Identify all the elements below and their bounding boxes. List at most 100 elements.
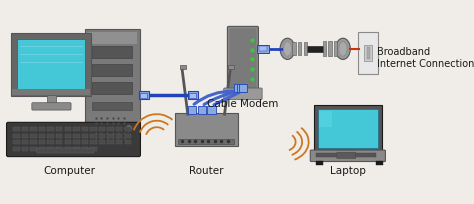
Bar — [30, 141, 37, 145]
Text: Router: Router — [189, 165, 223, 175]
Bar — [108, 134, 114, 138]
Bar — [87, 32, 137, 45]
Text: Broadband
Internet Connection: Broadband Internet Connection — [377, 47, 474, 69]
FancyBboxPatch shape — [228, 27, 258, 99]
Bar — [90, 141, 97, 145]
Bar — [234, 84, 243, 93]
Bar — [198, 106, 206, 115]
Bar — [237, 84, 245, 93]
Ellipse shape — [283, 42, 292, 57]
Bar — [56, 141, 63, 145]
Bar — [47, 147, 54, 151]
Bar — [73, 141, 80, 145]
Bar — [319, 111, 331, 128]
Bar — [64, 128, 71, 132]
Ellipse shape — [280, 39, 295, 60]
Bar — [99, 134, 105, 138]
Bar — [30, 134, 37, 138]
FancyBboxPatch shape — [310, 150, 385, 162]
Bar — [13, 147, 19, 151]
Bar — [376, 161, 383, 165]
Bar — [82, 141, 88, 145]
Bar — [239, 84, 247, 93]
Bar — [64, 147, 71, 151]
Bar — [13, 141, 19, 145]
Bar — [73, 134, 80, 138]
FancyBboxPatch shape — [314, 106, 382, 152]
Bar — [228, 66, 234, 70]
Bar — [140, 93, 147, 98]
Bar — [22, 141, 28, 145]
Bar — [73, 147, 80, 151]
Bar — [30, 128, 37, 132]
Bar — [318, 110, 378, 148]
Bar — [304, 43, 307, 56]
Bar — [190, 93, 196, 98]
FancyBboxPatch shape — [224, 89, 262, 100]
Bar — [90, 128, 97, 132]
Bar — [39, 141, 46, 145]
Bar — [99, 141, 105, 145]
Bar — [47, 128, 54, 132]
Text: Computer: Computer — [44, 165, 95, 175]
Bar — [125, 134, 131, 138]
Bar — [12, 89, 90, 96]
Text: Laptop: Laptop — [330, 165, 366, 175]
FancyBboxPatch shape — [229, 29, 256, 97]
Bar — [92, 65, 132, 76]
Bar — [92, 83, 132, 94]
Bar — [116, 134, 122, 138]
Bar — [39, 134, 46, 138]
Bar — [22, 134, 28, 138]
Bar — [13, 128, 19, 132]
Bar — [328, 42, 331, 57]
Bar — [30, 147, 37, 151]
Bar — [99, 128, 105, 132]
Bar — [306, 46, 324, 53]
Bar — [108, 141, 114, 145]
Bar — [139, 92, 149, 100]
Bar — [82, 147, 88, 151]
FancyBboxPatch shape — [32, 103, 71, 111]
FancyBboxPatch shape — [337, 152, 356, 159]
Bar — [364, 45, 373, 62]
Bar — [90, 147, 97, 151]
Bar — [257, 45, 269, 54]
Bar — [56, 134, 63, 138]
FancyBboxPatch shape — [175, 114, 237, 146]
Bar — [73, 128, 80, 132]
Bar — [316, 153, 376, 158]
Bar — [56, 128, 63, 132]
Bar — [116, 128, 122, 132]
Bar — [322, 42, 326, 57]
FancyBboxPatch shape — [7, 123, 140, 157]
FancyBboxPatch shape — [11, 34, 91, 97]
Bar — [92, 102, 132, 111]
Bar — [82, 134, 88, 138]
Bar — [56, 147, 63, 151]
Bar — [39, 147, 46, 151]
Bar — [334, 42, 337, 57]
Text: Cable Modem: Cable Modem — [207, 98, 279, 108]
Bar — [125, 128, 131, 132]
Bar — [259, 47, 267, 52]
Bar — [22, 147, 28, 151]
FancyBboxPatch shape — [85, 30, 140, 141]
Bar — [116, 141, 122, 145]
Bar — [178, 139, 234, 144]
Bar — [13, 134, 19, 138]
Bar — [46, 96, 56, 106]
Bar — [292, 43, 296, 56]
Ellipse shape — [339, 42, 347, 57]
Circle shape — [126, 125, 132, 132]
Bar — [47, 141, 54, 145]
Bar — [366, 48, 370, 59]
Bar — [37, 149, 94, 153]
Bar — [17, 40, 85, 89]
Bar — [22, 128, 28, 132]
Bar — [108, 128, 114, 132]
Bar — [90, 134, 97, 138]
Bar — [316, 161, 322, 165]
Bar — [298, 43, 301, 56]
Bar — [208, 106, 216, 115]
